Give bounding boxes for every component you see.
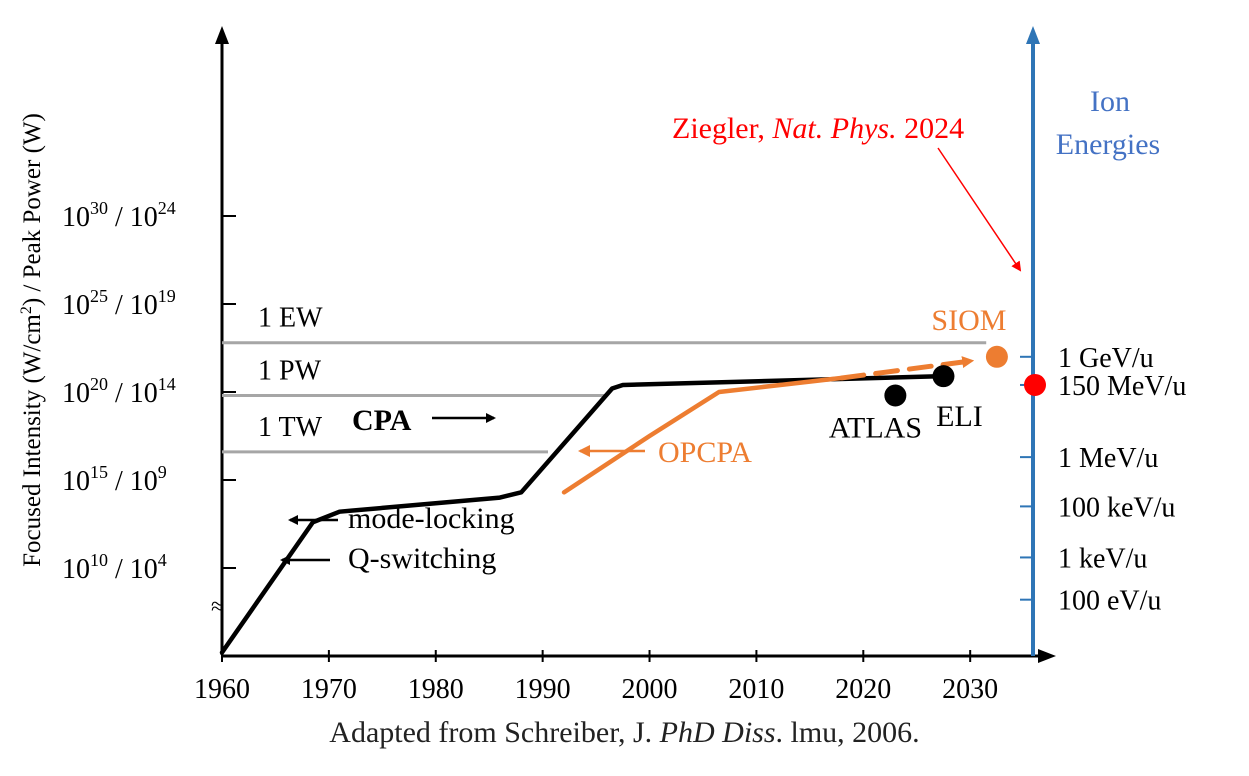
secondary-axis-arrow (1026, 26, 1040, 44)
series-line (561, 375, 845, 495)
y-axis-arrow (215, 26, 229, 44)
cpa-label: CPA (352, 404, 412, 437)
x-tick-label: 1990 (515, 674, 571, 705)
data-point (884, 384, 907, 407)
secondary-tick-label: 100 eV/u (1058, 586, 1161, 617)
x-tick-label: 2020 (835, 674, 891, 705)
axis-break-symbol: ≈ (211, 594, 224, 620)
power-level-label: 1 TW (258, 412, 323, 443)
source-caption: Adapted from Schreiber, J. PhD Diss. lmu… (329, 716, 920, 749)
secondary-axis-title-line1: Ion (1090, 85, 1130, 118)
series-line (839, 356, 975, 381)
data-point-label: ELI (936, 400, 983, 433)
highlight-point (1024, 373, 1046, 396)
secondary-tick-label: 1 keV/u (1058, 543, 1147, 574)
mode-locking-label: mode-locking (348, 502, 515, 535)
secondary-tick-label: 150 MeV/u (1058, 371, 1186, 402)
x-tick-label: 1970 (301, 674, 357, 705)
x-tick-label: 2010 (728, 674, 784, 705)
opcpa-label: OPCPA (658, 436, 752, 469)
secondary-tick-label: 100 keV/u (1058, 492, 1175, 523)
x-tick-label: 2000 (622, 674, 678, 705)
y-tick-label: 1010 / 104 (62, 550, 167, 585)
secondary-axis-title-line2: Energies (1056, 128, 1160, 161)
y-axis-label: Focused Intensity (W/cm2) / Peak Power (… (18, 113, 46, 567)
y-tick-label: 1025 / 1019 (62, 286, 176, 321)
power-level-label: 1 PW (258, 356, 322, 387)
x-tick-label: 2030 (942, 674, 998, 705)
y-tick-label: 1030 / 1024 (62, 198, 176, 233)
data-point (932, 365, 955, 388)
y-tick-label: 1015 / 109 (62, 462, 167, 497)
reference-arrow (937, 147, 1022, 272)
data-point-label: ATLAS (829, 412, 922, 445)
reference-label: Ziegler, Nat. Phys. 2024 (672, 112, 964, 145)
x-axis-arrow (1038, 649, 1056, 663)
data-point-label: SIOM (931, 304, 1006, 337)
x-tick-label: 1980 (408, 674, 464, 705)
data-point (985, 345, 1008, 368)
secondary-tick-label: 1 GeV/u (1058, 343, 1154, 374)
power-level-label: 1 EW (258, 303, 323, 334)
secondary-tick-label: 1 MeV/u (1058, 443, 1158, 474)
x-tick-label: 1960 (194, 674, 250, 705)
y-tick-label: 1020 / 1014 (62, 374, 176, 409)
q-switching-label: Q-switching (348, 542, 496, 575)
